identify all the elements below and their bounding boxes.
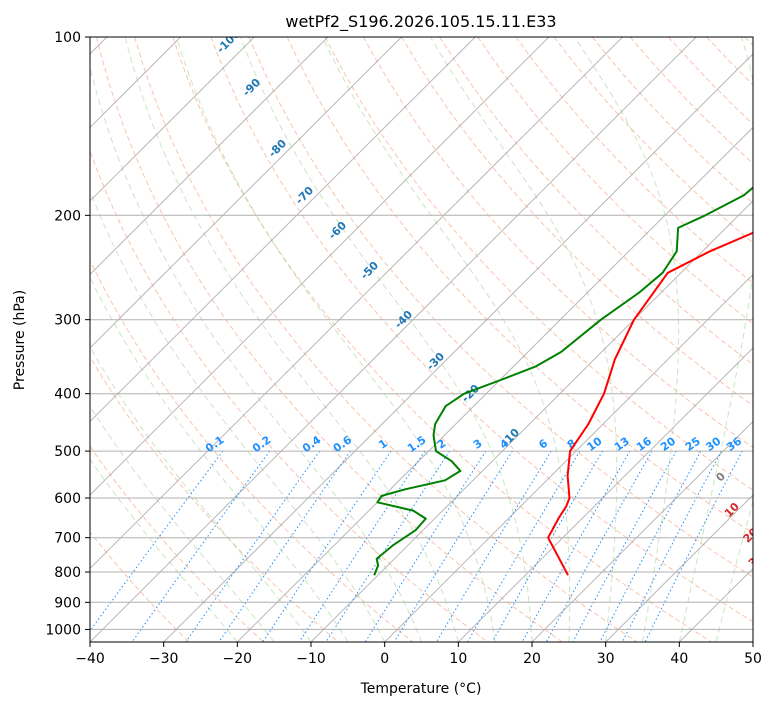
dry-adiabat [515,37,753,284]
y-axis-title: Pressure (hPa) [12,290,28,390]
temperature-profile [547,231,753,576]
dry-adiabat [90,531,190,642]
moist-adiabat [322,37,571,642]
y-axis: 100 200 300 400 500 600 700 800 900 1000 [45,30,90,638]
mixing-ratio-line [218,450,351,642]
moist-adiabat [240,37,533,642]
mixing-ratio-line [185,450,321,642]
y-tick-label: 1000 [45,622,81,638]
x-tick-label: −40 [75,651,105,667]
moist-adiabat [574,37,680,642]
mixing-ratio-line [644,450,743,642]
dry-adiabat [90,355,339,642]
dry-adiabat [439,37,753,366]
mixing-ratio-line [262,450,392,642]
x-tick-label: −30 [149,651,179,667]
isotherm-line [90,37,255,202]
y-tick-label: 500 [54,444,81,460]
isotherm-line [90,37,623,570]
moist-adiabat-label: 40 [751,581,771,601]
isotherm-line [605,494,753,642]
dry-adiabat [172,37,712,642]
x-axis-title: Temperature (°C) [360,681,482,697]
x-tick-label: −20 [223,651,253,667]
isotherm-line [90,37,329,276]
x-tick-label: 10 [449,651,467,667]
dry-adiabat [134,37,638,642]
dry-adiabat [248,37,753,578]
y-tick-label: 900 [54,595,81,611]
y-tick-label: 700 [54,531,81,547]
mixing-ratio-line [545,450,653,642]
mixing-ratio-line [298,450,426,642]
dry-adiabat [477,37,753,325]
moist-adiabat [90,65,422,642]
isotherm-line [90,37,550,496]
y-tick-label: 100 [54,30,81,46]
moist-adiabat [90,405,275,642]
x-tick-label: 30 [597,651,615,667]
y-tick-label: 400 [54,387,81,403]
isotherm-line [531,420,753,642]
x-tick-label: 40 [670,651,688,667]
dry-adiabat [324,37,753,491]
mixing-ratio-line [572,450,677,642]
profile-lines [373,186,753,576]
moist-adiabat [90,458,238,642]
mixing-ratio-line [393,450,513,642]
moist-adiabat [90,276,349,642]
y-tick-label: 300 [54,313,81,329]
moist-adiabat [430,37,618,642]
x-tick-label: 50 [744,651,762,667]
moist-adiabat [678,37,753,642]
y-tick-label: 600 [54,491,81,507]
y-tick-label: 800 [54,565,81,581]
dry-adiabat [362,37,753,449]
dry-adiabat [90,445,264,642]
moist-adiabat [90,189,386,642]
mixing-ratio-line [521,450,631,642]
background-lines [90,37,753,642]
x-tick-label: 20 [523,651,541,667]
moist-adiabat [124,37,459,642]
dry-adiabat [96,37,563,642]
dewpoint-profile [373,186,753,576]
moist-adiabat [175,37,496,642]
isotherm-line [457,347,753,642]
isotherm-line [310,200,753,642]
dry-adiabat [401,37,753,407]
chart-title: wetPf2_S196.2026.105.15.11.E33 [285,12,556,32]
isotherm-line [236,126,753,642]
dry-adiabat [90,259,414,642]
isotherm-line [384,273,753,642]
dry-adiabat [90,149,488,642]
dry-adiabat [210,37,753,623]
moist-adiabat-label: 30 [746,549,766,569]
isotherm-line [90,37,476,423]
mixing-ratio-line [491,450,603,642]
x-tick-label: −10 [296,651,326,667]
x-axis: −40 −30 −20 −10 0 10 20 30 40 50 [75,642,762,667]
x-tick-label: 0 [380,651,389,667]
isotherm-line [163,53,753,642]
mixing-ratio-line [621,450,722,642]
mixing-ratio-line [599,450,702,642]
isotherm-line [90,37,697,642]
mixing-ratio-line [90,450,224,632]
isotherm-line [90,37,402,349]
plot-frame [89,36,754,643]
y-tick-label: 200 [54,208,81,224]
dry-adiabat [286,37,753,534]
moist-adiabat [715,499,753,642]
